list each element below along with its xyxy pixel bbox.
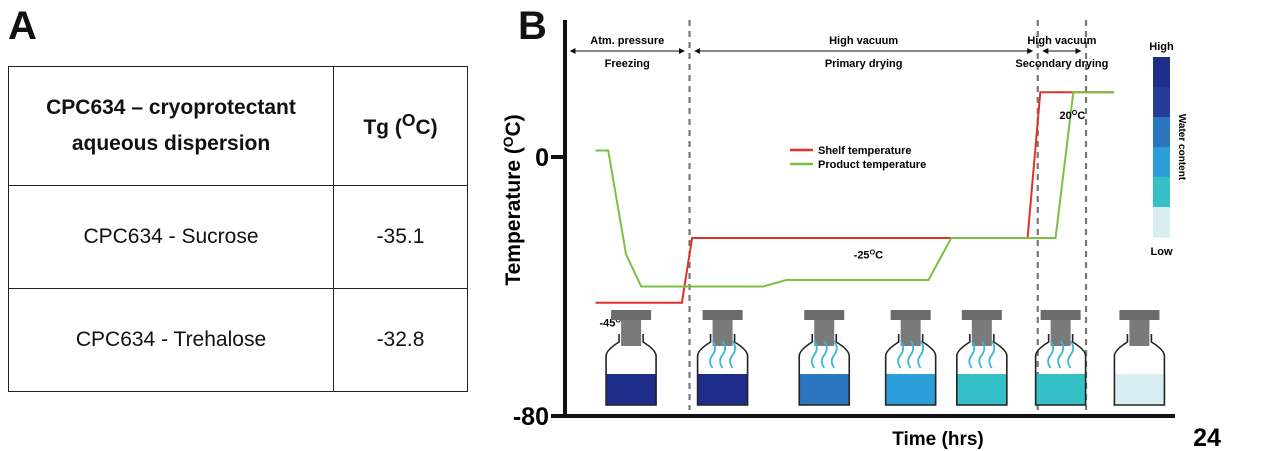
vapor-wave [830,340,838,369]
vapor-wave [968,340,976,369]
vial-cap-top [1040,310,1081,320]
vapor-wave [1047,340,1055,369]
vial-0 [605,310,657,406]
header-line-2: aqueous dispersion [71,132,271,155]
table-row: CPC634 - Sucrose -35.1 [8,185,468,289]
vial-stopper [1050,320,1071,346]
y-tick-label-1: -80 [513,403,549,431]
vial-liquid [1114,374,1165,405]
vial-cap-top [961,310,1002,320]
vial-stopper [1129,320,1150,346]
vapor-wave [897,340,905,369]
scale-segment-2 [1153,117,1170,148]
vial-stopper [971,320,992,346]
series-line-1 [595,91,1114,288]
vial-cap-top [804,310,845,320]
phase-top-label-2: High vacuum [1027,35,1096,47]
vial-glass [696,334,749,406]
vial-glass [956,334,1008,406]
vapor-wave [729,340,736,369]
vial-liquid [697,374,748,405]
vial-glass [605,334,657,406]
phase-bottom-label-0: Freezing [605,58,650,70]
tg-header-sup: O [401,110,416,131]
temp-annotation-2: 20OC [1060,109,1086,122]
row-sucrose-tg: -35.1 [333,185,468,289]
row-trehalose-name: CPC634 - Trehalose [8,288,334,392]
vapor-wave [1067,340,1075,369]
vial-liquid [1035,374,1086,405]
tg-header-main: Tg ( [363,116,402,140]
table-header-formulation: CPC634 – cryoprotectant aqueous dispersi… [8,66,334,186]
vapor-wave [988,340,996,369]
row-sucrose-name: CPC634 - Sucrose [8,185,334,289]
vial-glass [798,334,851,406]
vapor-wave [1057,340,1065,369]
scale-high-label: High [1149,41,1174,53]
vapor-wave [917,340,925,369]
tg-header-end: C) [415,116,438,140]
vapor-wave [810,340,818,369]
vial-5 [1034,310,1087,406]
phase-top-label-0: Atm. pressure [590,35,664,47]
vapor-wave [820,340,828,369]
vial-liquid [885,374,936,405]
vial-3 [884,310,937,406]
vial-cap-top [890,310,931,320]
vial-cap-top [1119,310,1160,320]
x-tick-label-end: 24 [1193,424,1221,451]
scale-title: Water content [1176,114,1187,181]
header-line-1: CPC634 – cryoprotectant [46,96,296,120]
scale-segment-1 [1153,87,1170,118]
phase-bottom-label-2: Secondary drying [1015,58,1108,70]
y-axis-label: Temperature (OC) [501,114,526,285]
x-axis-label: Time (hrs) [892,429,984,450]
y-tick-label-0: 0 [535,144,549,172]
row-trehalose-tg: -32.8 [333,288,468,392]
freeze-drying-chart: Atm. pressure Freezing High vacuum Primary … [501,20,1221,451]
vial-6 [1113,310,1166,406]
legend-label-1: Product temperature [818,159,926,171]
vial-4 [956,310,1008,406]
phase-top-label-1: High vacuum [829,35,898,47]
table-header-tg: Tg (OC) [333,66,468,186]
vapor-wave [719,340,726,369]
vial-cap-top [611,310,652,320]
panel-b-letter: B [518,4,547,48]
vial-stopper [900,320,921,346]
scale-segment-0 [1153,57,1170,88]
vapor-wave [709,340,716,369]
vial-glass [1113,334,1166,406]
scale-low-label: Low [1151,246,1173,258]
vial-cap-top [702,310,743,320]
series-line-0 [595,91,1114,304]
vapor-wave [978,340,986,369]
legend-label-0: Shelf temperature [818,145,912,157]
scale-segment-5 [1153,207,1170,238]
temp-annotation-1: -25OC [854,248,883,261]
scale-segment-3 [1153,147,1170,178]
vial-stopper [621,320,642,346]
phase-bottom-label-1: Primary drying [825,58,903,70]
table-row: CPC634 - Trehalose -32.8 [8,288,468,392]
vial-stopper [814,320,835,346]
scale-segment-4 [1153,177,1170,208]
vial-1 [696,310,749,406]
vial-2 [798,310,851,406]
vial-glass [884,334,937,406]
tg-table: CPC634 – cryoprotectant aqueous dispersi… [8,66,468,392]
table-header-row: CPC634 – cryoprotectant aqueous dispersi… [8,66,468,186]
vial-stopper [712,320,733,346]
vial-glass [1034,334,1087,406]
vial-liquid [606,374,657,405]
panel-a-letter: A [8,4,37,48]
vapor-wave [907,340,915,369]
vial-liquid [956,374,1007,405]
vial-liquid [799,374,850,405]
